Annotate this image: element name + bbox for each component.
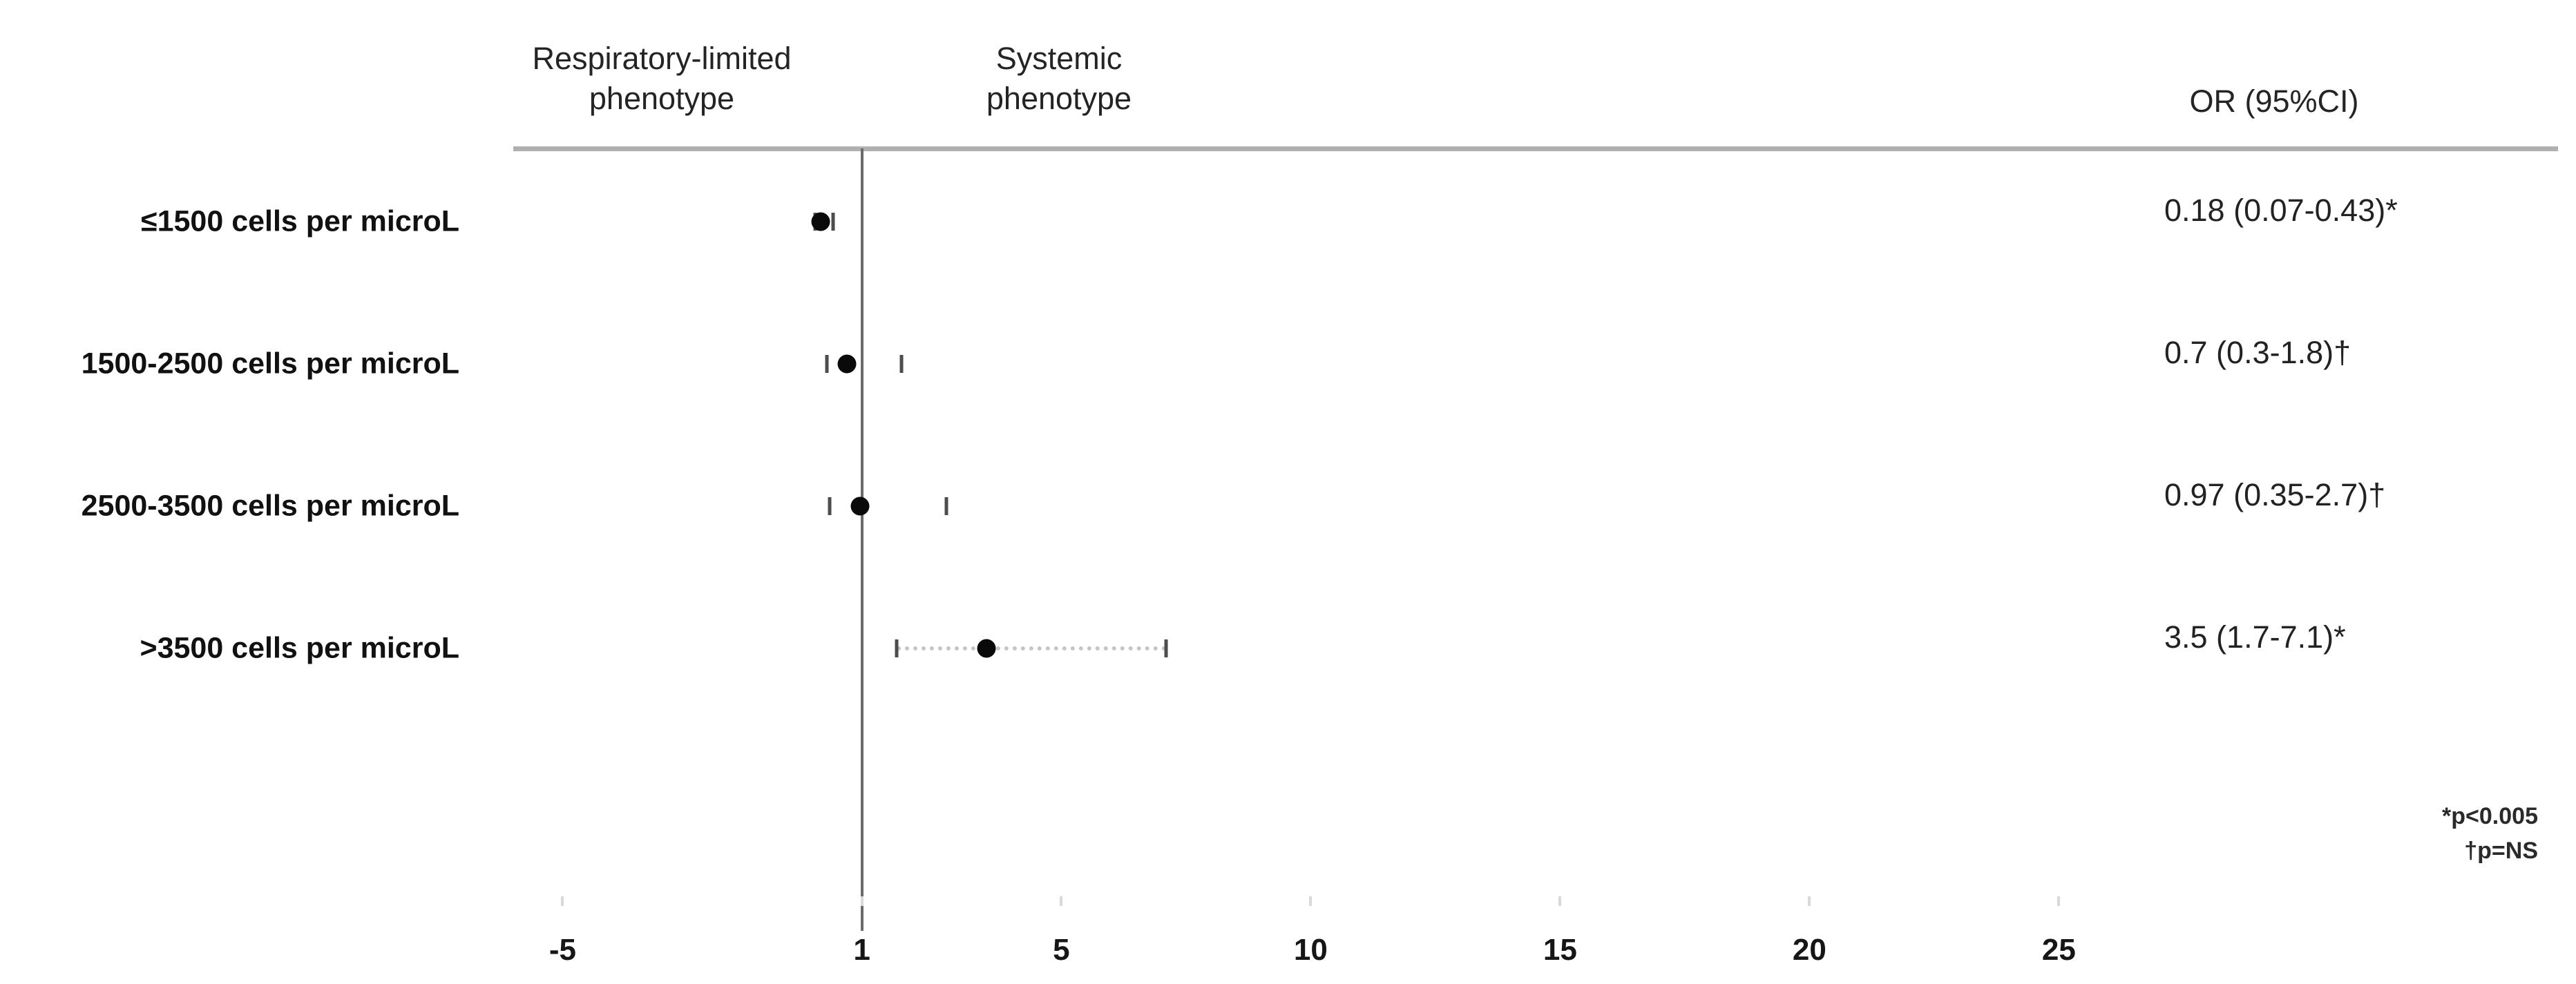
axis-tick-mark <box>1060 896 1063 906</box>
ci-upper-tick <box>944 496 948 515</box>
or-ci-value: 0.18 (0.07-0.43)* <box>2164 192 2398 228</box>
point-estimate-marker <box>837 354 857 374</box>
footnote-significant: *p<0.005 <box>2442 803 2538 829</box>
axis-tick-mark <box>1309 896 1313 906</box>
footnotes: *p<0.005 †p=NS <box>2442 799 2538 868</box>
ci-upper-tick <box>899 354 904 373</box>
axis-tick-label: 20 <box>1792 933 1826 967</box>
column-header-line: Respiratory-limited <box>532 41 792 76</box>
ci-lower-tick <box>825 354 829 373</box>
column-header-line: Systemic <box>995 41 1123 76</box>
axis-tick-label: -5 <box>548 933 576 967</box>
row-label: 1500-2500 cells per microL <box>81 347 459 380</box>
axis-tick-label: 5 <box>1053 933 1070 967</box>
column-header-respiratory-limited: Respiratory-limited phenotype <box>532 39 791 119</box>
column-header-line: phenotype <box>986 81 1132 116</box>
column-header-or-ci: OR (95%CI) <box>2189 84 2359 119</box>
axis-tick-mark <box>1558 896 1562 906</box>
row-label: >3500 cells per microL <box>140 631 459 665</box>
top-horizontal-rule <box>513 146 2558 151</box>
ci-connector <box>897 646 1166 651</box>
ci-upper-tick <box>1164 639 1168 658</box>
point-estimate-marker <box>811 212 830 231</box>
point-estimate-marker <box>977 639 996 658</box>
axis-tick-label: 15 <box>1543 933 1577 967</box>
column-header-line: phenotype <box>589 81 735 116</box>
axis-tick-mark <box>2057 896 2061 906</box>
axis-tick-mark <box>561 896 564 906</box>
column-header-systemic: Systemic phenotype <box>986 39 1132 119</box>
axis-tick-mark <box>1808 896 1811 906</box>
footnote-not-significant: †p=NS <box>2464 838 2538 864</box>
axis-tick-label: 25 <box>2041 933 2076 967</box>
or-ci-value: 3.5 (1.7-7.1)* <box>2164 619 2346 655</box>
ci-upper-tick <box>831 212 835 231</box>
ci-lower-tick <box>895 639 899 658</box>
axis-tick-label: 1 <box>853 933 870 967</box>
row-label: ≤1500 cells per microL <box>140 204 459 238</box>
ci-lower-tick <box>828 496 832 515</box>
axis-tick-mark <box>860 896 864 906</box>
or-ci-value: 0.7 (0.3-1.8)† <box>2164 334 2351 370</box>
row-label: 2500-3500 cells per microL <box>81 489 459 523</box>
axis-tick-label: 10 <box>1293 933 1328 967</box>
point-estimate-marker <box>850 496 870 516</box>
reference-line-or-1 <box>861 148 864 931</box>
or-ci-value: 0.97 (0.35-2.7)† <box>2164 476 2386 512</box>
